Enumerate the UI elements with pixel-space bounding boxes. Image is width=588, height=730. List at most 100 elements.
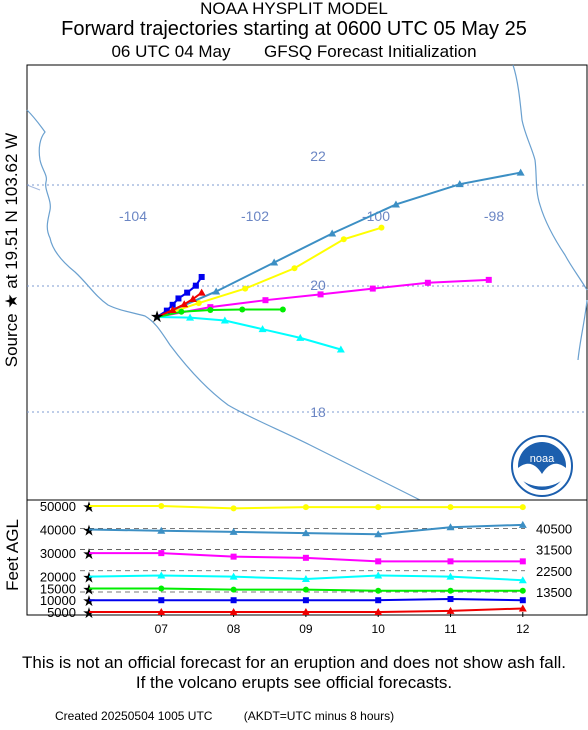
- noaa-logo-text: noaa: [530, 453, 555, 465]
- created-footer: Created 20250504 1005 UTC (AKDT=UTC minu…: [55, 709, 422, 723]
- trajectory-point: [163, 307, 170, 314]
- lat-label: 18: [310, 404, 326, 420]
- pacific-coastline: [26, 109, 421, 501]
- height-point: [447, 504, 454, 511]
- source-height-star-icon: ★: [82, 593, 95, 610]
- height-point: [375, 558, 382, 565]
- height-point: [157, 608, 166, 615]
- trajectory-point: [391, 200, 400, 208]
- trajectory-point: [317, 291, 324, 298]
- trajectory-point: [239, 306, 246, 313]
- height-point: [157, 526, 166, 534]
- height-point: [519, 587, 526, 594]
- height-point: [302, 554, 309, 561]
- forecast-init-label: GFSQ Forecast Initialization: [263, 42, 477, 61]
- source-height-star-icon: ★: [82, 570, 95, 587]
- height-point: [375, 587, 382, 594]
- trajectory-point: [516, 168, 525, 176]
- trajectory-point: [242, 285, 249, 292]
- height-point: [230, 597, 237, 604]
- trajectory-point: [424, 279, 431, 286]
- height-point: [374, 530, 383, 538]
- time-tick-label: 10: [372, 622, 386, 636]
- source-height-star-icon: ★: [82, 523, 95, 540]
- trajectory-point: [198, 273, 205, 280]
- trajectory-line: [156, 316, 342, 351]
- height-point: [158, 597, 165, 604]
- created-timestamp: Created 20250504 1005 UTC: [55, 709, 213, 723]
- height-point: [374, 608, 383, 615]
- trajectory-point: [186, 313, 195, 321]
- map-frame: [26, 64, 588, 501]
- height-point: [446, 606, 455, 614]
- trajectory-point: [180, 300, 189, 308]
- height-point: [158, 550, 165, 557]
- time-tick-label: 08: [227, 622, 241, 636]
- trajectory-title: Forward trajectories starting at 0600 UT…: [61, 18, 527, 40]
- trajectory-point: [220, 316, 229, 324]
- height-point: [302, 504, 309, 511]
- trajectory-point: [195, 300, 202, 307]
- trajectory-point: [328, 229, 337, 237]
- boundary-lines: [26, 184, 41, 191]
- height-point: [229, 527, 238, 535]
- run-time-label: 06 UTC 04 May: [111, 42, 231, 61]
- height-point: [446, 523, 455, 531]
- boundary-line-1: [26, 184, 41, 191]
- height-point: [447, 587, 454, 594]
- height-point: [519, 504, 526, 511]
- height-point: [518, 576, 527, 584]
- time-tick-label: 09: [299, 622, 313, 636]
- height-point: [519, 597, 526, 604]
- time-tick-label: 12: [516, 622, 530, 636]
- lat-label: 22: [310, 148, 326, 164]
- lon-label: -100: [362, 208, 390, 224]
- height-tick-label: 40000: [40, 523, 76, 538]
- timezone-note: (AKDT=UTC minus 8 hours): [243, 709, 395, 723]
- height-tick-label: 20000: [40, 570, 76, 585]
- time-tick-label: 07: [155, 622, 169, 636]
- noaa-gull-shape: [518, 463, 566, 487]
- height-point: [446, 572, 455, 580]
- height-point: [519, 558, 526, 565]
- height-point: [447, 558, 454, 565]
- height-point: [229, 572, 238, 580]
- height-point: [301, 575, 310, 583]
- gulf-coastline: [512, 64, 588, 291]
- height-point: [518, 604, 527, 612]
- height-point: [447, 596, 454, 603]
- trajectory-point: [175, 295, 182, 302]
- source-height-star-icon: ★: [82, 546, 95, 563]
- height-point: [158, 585, 165, 592]
- height-point: [230, 586, 237, 593]
- height-point: [302, 586, 309, 593]
- trajectory-point: [188, 295, 197, 303]
- height-point: [302, 597, 309, 604]
- gulf-coastline-south: [577, 299, 588, 361]
- source-height-star-icon: ★: [82, 581, 95, 598]
- height-point: [157, 571, 166, 579]
- lat-lon-grid: [27, 184, 587, 413]
- time-tick-label: 11: [444, 622, 457, 636]
- source-height-star-icon: ★: [82, 605, 95, 622]
- trajectory-point: [212, 287, 221, 295]
- height-point: [375, 504, 382, 511]
- trajectory-line: [156, 171, 521, 318]
- height-point: [230, 553, 237, 560]
- source-height-star-icon: ★: [82, 499, 95, 516]
- run-subtitle: 06 UTC 04 May GFSQ Forecast Initializati…: [0, 42, 588, 62]
- height-right-label: 13500: [536, 585, 572, 600]
- trajectory-line: [156, 226, 382, 318]
- lon-label: -98: [484, 208, 504, 224]
- trajectory-point: [485, 276, 492, 283]
- height-point: [229, 608, 238, 615]
- height-tick-label: 50000: [40, 499, 76, 514]
- height-tick-label: 10000: [40, 593, 76, 608]
- height-tick-label: 30000: [40, 546, 76, 561]
- trajectory-point: [169, 301, 176, 308]
- trajectory-point: [455, 180, 464, 188]
- trajectory-point: [184, 289, 191, 296]
- trajectory-point: [336, 345, 345, 353]
- height-right-label: 22500: [536, 564, 572, 579]
- model-title: NOAA HYSPLIT MODEL: [200, 0, 388, 18]
